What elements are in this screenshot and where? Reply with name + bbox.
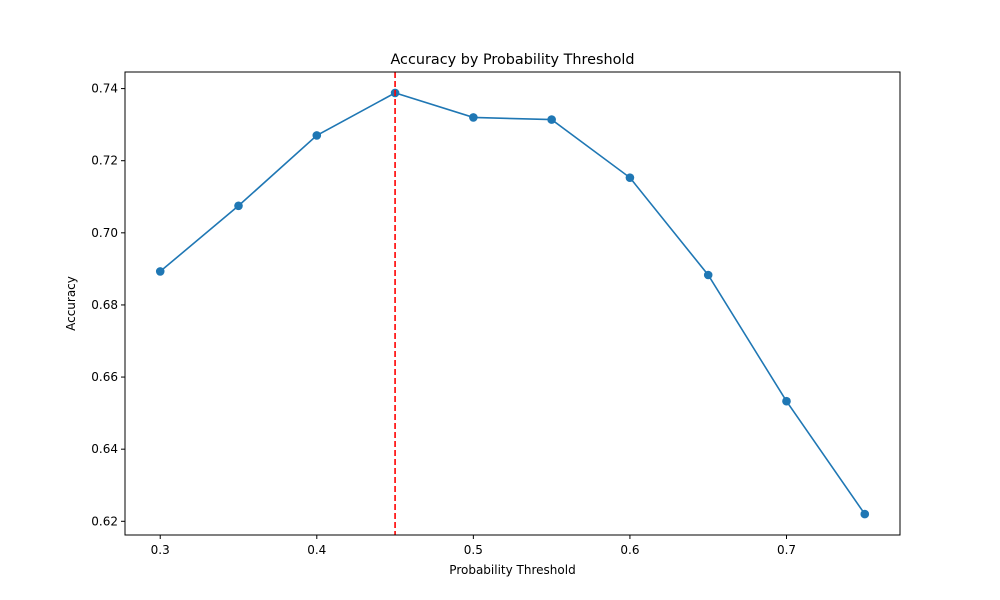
series-line [159,92,866,515]
y-tick-label: 0.62 [91,514,118,528]
x-tick-label: 0.6 [620,543,639,557]
x-tick-label: 0.7 [777,543,796,557]
y-axis-label: Accuracy [64,276,78,331]
data-point [469,113,478,122]
y-tick-label: 0.68 [91,298,118,312]
data-point [547,115,556,124]
y-tick-label: 0.70 [91,226,118,240]
x-axis-label: Probability Threshold [449,563,575,577]
y-tick-label: 0.72 [91,154,118,168]
data-point [625,173,635,182]
data-point [782,396,791,406]
plot-area [155,72,870,535]
x-tick-label: 0.4 [307,543,326,557]
data-point [234,201,243,211]
x-tick-label: 0.3 [151,543,170,557]
chart-title: Accuracy by Probability Threshold [390,52,634,68]
data-point [312,131,322,140]
data-point [860,509,870,519]
x-axis: 0.3 0.4 0.5 0.6 0.7 [151,535,796,557]
data-point [155,267,165,276]
y-tick-label: 0.64 [91,442,118,456]
y-tick-label: 0.74 [91,82,118,96]
y-tick-label: 0.66 [91,370,118,384]
x-tick-label: 0.5 [464,543,483,557]
y-axis: 0.62 0.64 0.66 0.68 0.70 0.72 0.74 [91,82,125,528]
data-point [703,270,713,280]
axes-frame [124,71,901,536]
